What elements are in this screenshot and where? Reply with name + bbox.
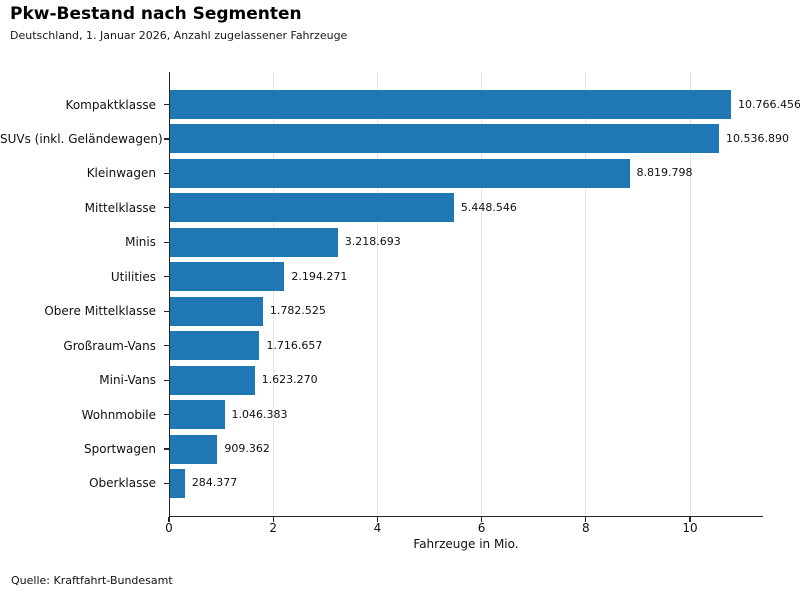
y-tick-mark bbox=[164, 482, 169, 485]
category-label: Sportwagen bbox=[84, 442, 156, 456]
category-label: Mittelklasse bbox=[84, 200, 156, 215]
bar bbox=[170, 124, 720, 154]
category-label: Kleinwagen bbox=[86, 166, 156, 181]
category-label: Oberklasse bbox=[89, 476, 156, 491]
category-label: Obere Mittelklasse bbox=[44, 304, 156, 319]
bar-value-label: 3.218.693 bbox=[344, 235, 401, 249]
x-tick-mark bbox=[585, 517, 587, 522]
gridline bbox=[481, 72, 483, 516]
x-tick-label: 8 bbox=[582, 521, 590, 535]
x-tick-label: 4 bbox=[373, 521, 382, 535]
bar-value-label: 1.046.383 bbox=[231, 407, 288, 421]
bar-value-label: 10.766.456 bbox=[737, 97, 800, 111]
y-tick-mark bbox=[164, 241, 169, 243]
y-tick-mark bbox=[164, 276, 169, 278]
x-tick-label: 0 bbox=[165, 521, 173, 535]
plot-area bbox=[169, 72, 763, 517]
bar-value-label: 284.377 bbox=[191, 476, 238, 490]
x-tick-mark bbox=[168, 517, 170, 522]
x-axis-label: Fahrzeuge in Mio. bbox=[413, 537, 519, 551]
gridline bbox=[272, 72, 274, 516]
y-tick-mark bbox=[164, 310, 169, 312]
category-label: Minis bbox=[125, 235, 156, 250]
bar bbox=[170, 227, 338, 257]
bar-value-label: 909.362 bbox=[224, 442, 270, 455]
y-tick-mark bbox=[164, 207, 169, 209]
bar-value-label: 10.536.890 bbox=[726, 131, 789, 145]
x-tick-mark bbox=[481, 517, 483, 522]
bar bbox=[170, 193, 454, 223]
x-tick-mark bbox=[689, 517, 691, 522]
y-tick-mark bbox=[164, 448, 169, 450]
gridline bbox=[689, 72, 691, 516]
y-tick-mark bbox=[164, 103, 169, 106]
gridline bbox=[376, 72, 378, 516]
y-tick-mark bbox=[164, 138, 169, 140]
category-label: SUVs (inkl. Geländewagen) bbox=[0, 131, 163, 146]
category-label: Kompaktklasse bbox=[65, 97, 156, 112]
category-label: Utilities bbox=[110, 269, 156, 284]
bar bbox=[170, 158, 630, 188]
bar-value-label: 8.819.798 bbox=[636, 166, 693, 180]
bar-value-label: 1.716.657 bbox=[266, 338, 323, 352]
x-tick-mark bbox=[272, 517, 274, 522]
bar bbox=[170, 434, 218, 464]
bar bbox=[170, 365, 255, 395]
category-label: Großraum-Vans bbox=[63, 338, 156, 353]
x-tick-label: 10 bbox=[682, 521, 698, 535]
bar bbox=[170, 90, 731, 119]
chart-subtitle: Deutschland, 1. Januar 2026, Anzahl zuge… bbox=[10, 29, 348, 42]
bar bbox=[170, 262, 285, 292]
category-label: Mini-Vans bbox=[99, 373, 156, 388]
x-tick-label: 2 bbox=[269, 521, 278, 535]
bar-value-label: 1.623.270 bbox=[261, 373, 318, 387]
bar-value-label: 2.194.271 bbox=[291, 269, 348, 283]
bar-value-label: 1.782.525 bbox=[269, 304, 326, 318]
bar-value-label: 5.448.546 bbox=[460, 200, 517, 214]
x-tick-mark bbox=[376, 517, 378, 522]
chart-title: Pkw-Bestand nach Segmenten bbox=[10, 4, 302, 24]
y-tick-mark bbox=[164, 413, 169, 416]
y-tick-mark bbox=[164, 172, 169, 174]
y-tick-mark bbox=[164, 379, 169, 381]
x-tick-label: 6 bbox=[477, 521, 486, 535]
bar bbox=[170, 331, 260, 361]
source-note: Quelle: Kraftfahrt-Bundesamt bbox=[11, 574, 173, 587]
y-tick-mark bbox=[164, 345, 169, 347]
bar bbox=[170, 468, 185, 498]
bar bbox=[170, 296, 263, 326]
gridline bbox=[585, 72, 587, 516]
bar bbox=[170, 400, 225, 430]
category-label: Wohnmobile bbox=[81, 407, 156, 422]
